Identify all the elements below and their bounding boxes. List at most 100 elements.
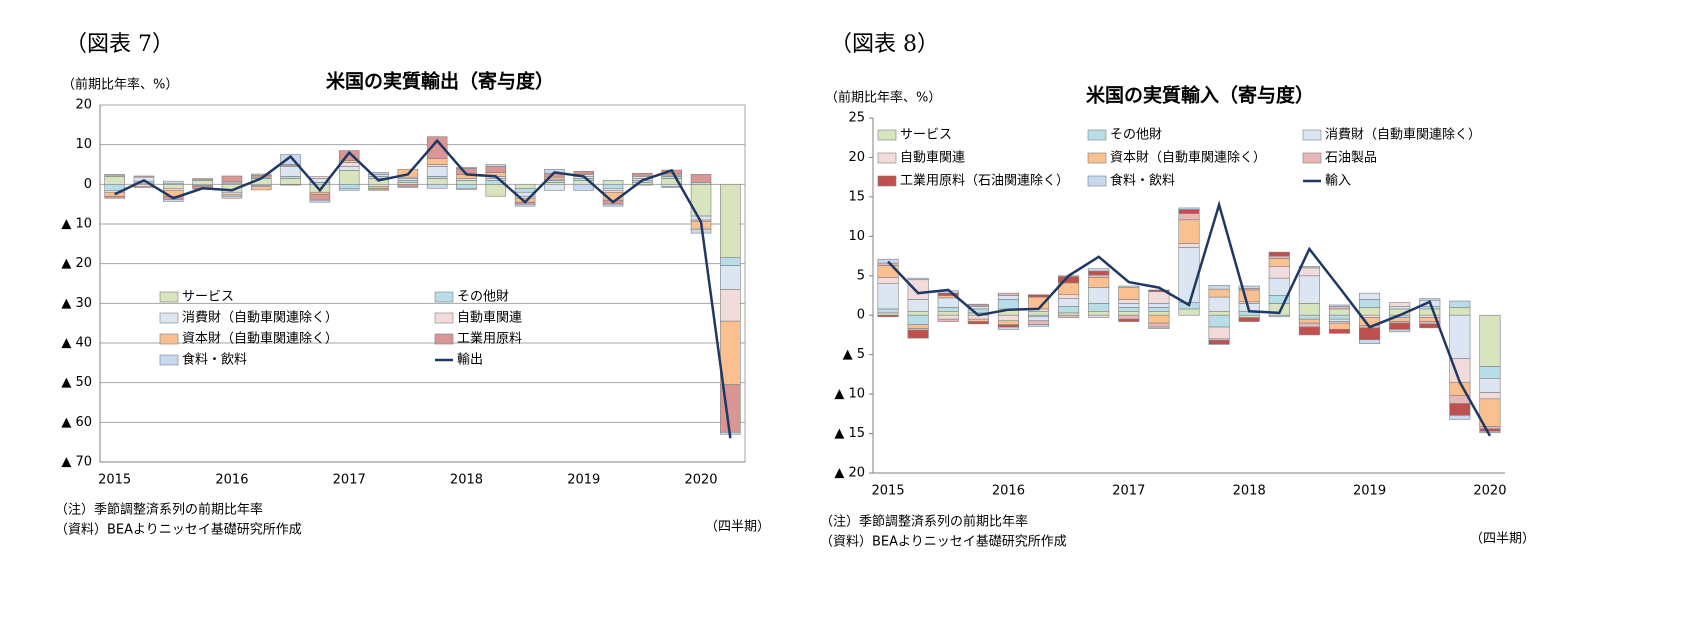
- legend-label: 自動車関連: [900, 151, 965, 166]
- legend-label: 石油製品: [1325, 151, 1377, 166]
- bar-segment: [485, 166, 507, 173]
- bar-segment: [1298, 303, 1320, 316]
- legend-swatch: [877, 175, 897, 187]
- legend-swatch: [159, 333, 179, 345]
- x-tick-label: 2017: [1112, 484, 1145, 499]
- bar-segment: [907, 329, 929, 339]
- legend-label: 工業用原料: [457, 331, 522, 347]
- bar-segment: [720, 257, 741, 266]
- bar-segment: [1027, 316, 1050, 322]
- bar-segment: [937, 310, 959, 316]
- bar-segment: [997, 326, 1019, 330]
- y-tick-label: ▲ 70: [61, 455, 92, 470]
- bar-segment: [1419, 308, 1441, 316]
- bar-segment: [997, 292, 1019, 296]
- bar-segment: [1359, 299, 1381, 308]
- bar-segment: [1359, 292, 1381, 300]
- legend-label: 輸入: [1325, 174, 1351, 189]
- bar-segment: [1058, 298, 1080, 307]
- bar-segment: [544, 184, 565, 191]
- bar-segment: [877, 314, 899, 318]
- bar-segment: [1027, 324, 1050, 327]
- bar-segment: [1268, 266, 1290, 279]
- bar-segment: [221, 195, 243, 199]
- bar-segment: [1027, 320, 1050, 325]
- figure-label: （図表 8）: [830, 32, 939, 57]
- bar-segment: [907, 279, 929, 300]
- bar-segment: [280, 154, 301, 165]
- legend-label: サービス: [182, 290, 234, 305]
- bar-segment: [1088, 303, 1110, 312]
- bar-segment: [192, 178, 213, 180]
- bar-segment: [877, 277, 899, 284]
- bar-segment: [1298, 267, 1320, 277]
- legend-swatch: [434, 291, 454, 303]
- bar-segment: [1208, 326, 1230, 340]
- bar-segment: [1268, 255, 1290, 259]
- bar-segment: [426, 166, 448, 177]
- bar-segment: [1238, 289, 1260, 303]
- bar-segment: [1027, 294, 1050, 298]
- bar-segment: [250, 173, 272, 176]
- bar-segment: [1479, 430, 1501, 434]
- bar-segment: [104, 184, 125, 191]
- bar-segment: [907, 299, 929, 312]
- bar-segment: [573, 170, 595, 174]
- bar-segment: [1208, 284, 1230, 290]
- x-tick-label: 2016: [215, 473, 248, 488]
- y-tick-label: ▲ 20: [834, 466, 865, 481]
- legend-label: 資本財（自動車関連除く）: [182, 332, 338, 347]
- bar-segment: [309, 193, 331, 201]
- bar-segment: [1328, 306, 1351, 310]
- bar-segment: [1088, 314, 1110, 318]
- y-tick-label: 25: [848, 111, 865, 126]
- bar-segment: [907, 310, 929, 316]
- legend-label: 食料・飲料: [182, 352, 247, 368]
- line-series: [887, 200, 1492, 437]
- bar-segment: [1058, 294, 1080, 299]
- bar-segment: [1298, 314, 1320, 320]
- legend-label: 消費財（自動車関連除く）: [1325, 128, 1481, 143]
- bar-segment: [1419, 314, 1441, 318]
- bar-segment: [1449, 415, 1471, 420]
- bar-segment: [997, 295, 1019, 300]
- bar-segment: [997, 314, 1019, 322]
- legend-swatch: [434, 312, 454, 324]
- y-tick-label: ▲ 40: [61, 336, 92, 351]
- bar-segment: [1148, 310, 1170, 316]
- bar-segment: [280, 184, 301, 186]
- bar-segment: [426, 136, 448, 159]
- bar-segment: [1178, 209, 1200, 214]
- bar-segment: [967, 321, 989, 325]
- bar-segment: [1118, 318, 1140, 322]
- bar-segment: [1298, 318, 1320, 324]
- bar-segment: [877, 312, 899, 316]
- bar-segment: [1449, 403, 1471, 416]
- bar-segment: [602, 184, 624, 189]
- bar-segment: [690, 174, 712, 183]
- legend-label: 工業用原料（石油関連除く）: [900, 173, 1069, 189]
- x-tick-label: 2018: [450, 473, 483, 488]
- bar-segment: [1328, 308, 1351, 316]
- bar-segment: [1328, 304, 1351, 307]
- bar-segment: [1389, 306, 1411, 310]
- chart-title: 米国の実質輸入（寄与度）: [1086, 84, 1314, 107]
- bar-segment: [1328, 318, 1351, 322]
- x-tick-label: 2020: [684, 473, 717, 488]
- y-tick-label: ▲ 10: [834, 387, 865, 402]
- bar-segment: [720, 265, 741, 290]
- bar-segment: [602, 180, 624, 185]
- bar-segment: [1208, 340, 1230, 345]
- bar-segment: [632, 184, 653, 186]
- bar-segment: [937, 297, 959, 308]
- bar-segment: [1238, 317, 1260, 322]
- y-tick-label: 0: [857, 308, 865, 323]
- bar-segment: [1268, 277, 1290, 296]
- bar-segment: [456, 188, 477, 190]
- bar-segment: [1298, 326, 1320, 336]
- bar-segment: [1208, 310, 1230, 316]
- bar-segment: [426, 178, 448, 185]
- bar-segment: [690, 215, 712, 221]
- bar-segment: [338, 170, 360, 185]
- bar-segment: [104, 195, 125, 199]
